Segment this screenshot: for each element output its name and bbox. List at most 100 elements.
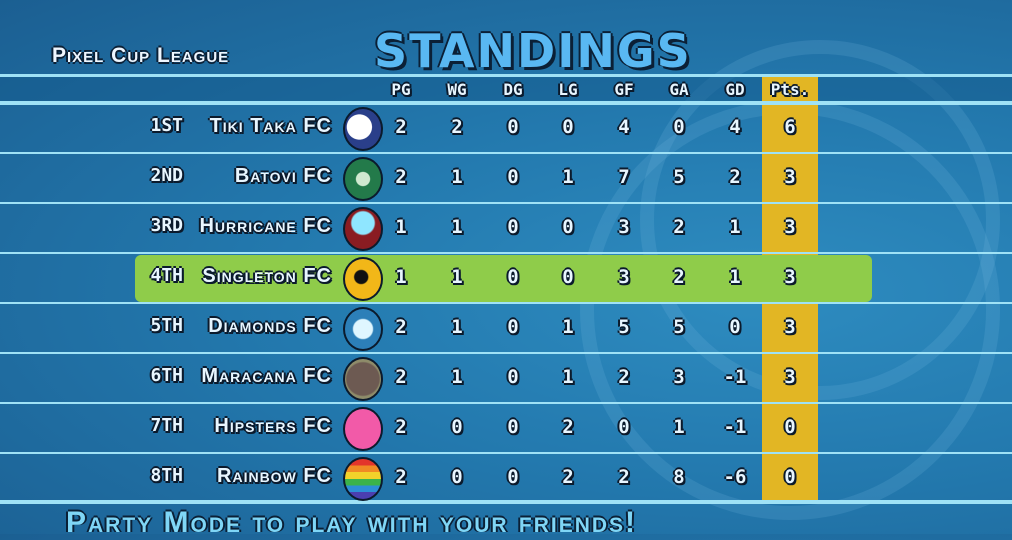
pink-glasses-icon: [343, 407, 383, 451]
divider: [0, 402, 1012, 404]
stat-ga: 0: [673, 116, 685, 138]
stat-ga: 1: [673, 416, 685, 438]
stat-dg: 0: [507, 216, 519, 238]
team-name: Hipsters FC: [214, 415, 332, 437]
stat-gf: 4: [618, 116, 630, 138]
stat-gf: 3: [618, 266, 630, 288]
divider: [0, 452, 1012, 454]
stat-ga: 2: [673, 216, 685, 238]
stat-wg: 2: [451, 116, 463, 138]
diamond-icon: [343, 307, 383, 351]
column-header-gd: GD: [725, 80, 745, 99]
stat-lg: 0: [562, 216, 574, 238]
stat-gd: 1: [729, 216, 741, 238]
stat-wg: 0: [451, 416, 463, 438]
stat-pg: 1: [395, 266, 407, 288]
green-crest-icon: [343, 157, 383, 201]
stat-gd: -1: [723, 366, 747, 388]
column-header-pg: PG: [391, 80, 411, 99]
stat-pts: 0: [784, 416, 796, 438]
hurricane-icon: [343, 207, 383, 251]
rank-label: 1st: [150, 115, 183, 136]
stat-gf: 2: [618, 366, 630, 388]
stat-dg: 0: [507, 466, 519, 488]
stat-gf: 0: [618, 416, 630, 438]
stat-lg: 1: [562, 316, 574, 338]
team-name: Rainbow FC: [217, 465, 332, 487]
stat-gf: 7: [618, 166, 630, 188]
stat-gd: 0: [729, 316, 741, 338]
column-header-pts: Pts.: [770, 80, 810, 99]
stat-gf: 5: [618, 316, 630, 338]
stat-gf: 2: [618, 466, 630, 488]
stat-wg: 0: [451, 466, 463, 488]
stat-dg: 0: [507, 266, 519, 288]
stat-pts: 3: [784, 166, 796, 188]
stat-wg: 1: [451, 316, 463, 338]
stat-lg: 0: [562, 116, 574, 138]
stat-ga: 3: [673, 366, 685, 388]
stat-ga: 5: [673, 316, 685, 338]
stat-pg: 2: [395, 416, 407, 438]
divider: [0, 74, 1012, 77]
stat-gd: 2: [729, 166, 741, 188]
yellow-dot-icon: [343, 257, 383, 301]
page-title: Standings: [374, 24, 692, 78]
footer-message: Party Mode to play with your friends!: [66, 506, 638, 539]
stat-dg: 0: [507, 116, 519, 138]
header-band: [0, 77, 1012, 102]
league-name: Pixel Cup League: [52, 44, 230, 67]
stat-gd: -6: [723, 466, 747, 488]
rank-label: 7th: [150, 415, 183, 436]
rank-label: 6th: [150, 365, 183, 386]
stat-wg: 1: [451, 266, 463, 288]
stat-ga: 8: [673, 466, 685, 488]
team-name: Hurricane FC: [199, 215, 332, 237]
divider: [0, 500, 1012, 504]
stat-dg: 0: [507, 366, 519, 388]
stat-pg: 2: [395, 366, 407, 388]
column-header-wg: WG: [447, 80, 467, 99]
stat-dg: 0: [507, 416, 519, 438]
stat-lg: 1: [562, 366, 574, 388]
stat-gd: 1: [729, 266, 741, 288]
stat-pg: 1: [395, 216, 407, 238]
column-header-lg: LG: [558, 80, 578, 99]
soccer-ball-icon: [343, 107, 383, 151]
stat-gf: 3: [618, 216, 630, 238]
rank-label: 5th: [150, 315, 183, 336]
stat-pts: 3: [784, 316, 796, 338]
rank-label: 8th: [150, 465, 183, 486]
stat-pg: 2: [395, 316, 407, 338]
team-name: Batovi FC: [234, 165, 332, 187]
stat-pts: 3: [784, 216, 796, 238]
stat-lg: 2: [562, 416, 574, 438]
stat-gd: 4: [729, 116, 741, 138]
highlighted-row: [135, 255, 872, 302]
team-name: Diamonds FC: [208, 315, 332, 337]
stat-lg: 1: [562, 166, 574, 188]
stat-wg: 1: [451, 216, 463, 238]
stone-icon: [343, 357, 383, 401]
stat-lg: 2: [562, 466, 574, 488]
stat-ga: 2: [673, 266, 685, 288]
team-name: Maracana FC: [201, 365, 332, 387]
divider: [0, 202, 1012, 204]
divider: [0, 252, 1012, 254]
stat-wg: 1: [451, 366, 463, 388]
stat-pg: 2: [395, 166, 407, 188]
column-header-gf: GF: [614, 80, 634, 99]
rank-label: 2nd: [150, 165, 183, 186]
stat-ga: 5: [673, 166, 685, 188]
stat-wg: 1: [451, 166, 463, 188]
divider: [0, 352, 1012, 354]
stat-pts: 6: [784, 116, 796, 138]
rainbow-icon: [343, 457, 383, 501]
column-header-dg: DG: [503, 80, 523, 99]
team-name: Tiki Taka FC: [209, 115, 332, 137]
stat-pts: 3: [784, 266, 796, 288]
rank-label: 4th: [150, 265, 183, 286]
stat-gd: -1: [723, 416, 747, 438]
stat-lg: 0: [562, 266, 574, 288]
divider: [0, 302, 1012, 304]
